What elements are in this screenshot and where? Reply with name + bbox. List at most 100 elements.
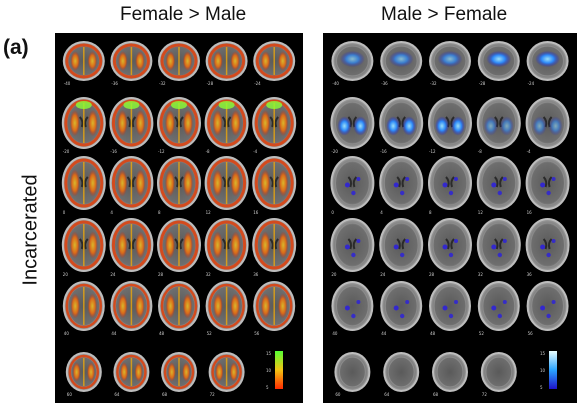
brain-slice — [253, 41, 296, 81]
slice-coordinate-label: -8 — [206, 149, 210, 154]
brain-slice — [204, 97, 249, 149]
slice-coordinate-label: -24 — [528, 81, 535, 86]
slice-coordinate-label: -28 — [479, 81, 486, 86]
slice-coordinate-label: -16 — [110, 149, 117, 154]
brain-slice — [110, 41, 153, 81]
slice-coordinate-label: -12 — [158, 149, 165, 154]
brain-slice — [205, 41, 248, 81]
brain-slice — [65, 352, 102, 392]
brain-slice — [157, 156, 201, 210]
slice-coordinate-label: 68 — [433, 392, 439, 397]
slice-coordinate-label: 64 — [384, 392, 390, 397]
brain-slice — [476, 218, 521, 272]
slice-coordinate-label: 60 — [335, 392, 341, 397]
brain-slice — [61, 156, 106, 210]
slice-coordinate-label: 4 — [110, 210, 113, 215]
slice-coordinate-label: -36 — [111, 81, 118, 86]
brain-slice — [330, 218, 375, 272]
slice-coordinate-label: 8 — [429, 210, 432, 215]
brain-slice — [61, 218, 106, 272]
brain-slice — [205, 281, 248, 331]
slice-coordinate-label: 36 — [527, 272, 533, 277]
slice-coordinate-label: -40 — [332, 81, 339, 86]
row-label-incarcerated: Incarcerated — [19, 174, 42, 286]
slice-coordinate-label: 44 — [381, 331, 387, 336]
slice-coordinate-label: -24 — [254, 81, 261, 86]
slice-coordinate-label: 68 — [162, 392, 168, 397]
brain-slice — [109, 218, 154, 272]
slice-coordinate-label: 64 — [114, 392, 120, 397]
female-gt-male-panel: -40 -36 -32 -28 -24 -20 -16 -12 -8 -4 0 4 8 12 16 20 24 2… — [55, 33, 303, 403]
brain-slice — [62, 281, 105, 331]
brain-slice — [428, 218, 472, 272]
brain-slice — [380, 281, 423, 331]
brain-slice — [157, 97, 201, 149]
brain-slice — [252, 156, 297, 210]
slice-coordinate-label: 20 — [63, 272, 69, 277]
slice-coordinate-label: 32 — [206, 272, 212, 277]
brain-slice — [477, 41, 520, 81]
brain-slice — [428, 156, 472, 210]
slice-coordinate-label: -32 — [159, 81, 166, 86]
brain-slice — [429, 281, 471, 331]
slice-coordinate-label: 48 — [430, 331, 436, 336]
slice-coordinate-label: -4 — [253, 149, 257, 154]
brain-slice — [432, 352, 468, 392]
slice-coordinate-label: 0 — [63, 210, 66, 215]
colorbar-tick-label: 10 — [540, 368, 546, 373]
slice-coordinate-label: 40 — [332, 331, 338, 336]
slice-coordinate-label: -40 — [64, 81, 71, 86]
brain-slice — [331, 281, 374, 331]
brain-slice — [480, 352, 517, 392]
slice-coordinate-label: 32 — [478, 272, 484, 277]
colorbar — [549, 351, 557, 389]
brain-slice — [379, 97, 424, 149]
slice-coordinate-label: 4 — [380, 210, 383, 215]
male-gt-female-title: Male > Female — [381, 4, 508, 25]
brain-slice — [379, 218, 424, 272]
slice-coordinate-label: 12 — [206, 210, 212, 215]
slice-coordinate-label: 8 — [158, 210, 161, 215]
slice-coordinate-label: -36 — [381, 81, 388, 86]
colorbar-tick-label: 5 — [266, 385, 269, 390]
slice-coordinate-label: 52 — [479, 331, 485, 336]
slice-coordinate-label: -8 — [478, 149, 482, 154]
slice-coordinate-label: 20 — [331, 272, 337, 277]
male-gt-female-panel: -40 -36 -32 -28 -24 -20 -16 -12 -8 -4 0 4 8 12 16 20 24 2… — [323, 33, 577, 403]
colorbar-tick-label: 15 — [266, 351, 272, 356]
slice-coordinate-label: 52 — [207, 331, 213, 336]
slice-coordinate-label: -28 — [207, 81, 214, 86]
slice-coordinate-label: -12 — [429, 149, 436, 154]
slice-coordinate-label: 36 — [253, 272, 259, 277]
colorbar-tick-label: 10 — [266, 368, 272, 373]
brain-slice — [157, 218, 201, 272]
brain-slice — [158, 281, 200, 331]
brain-slice — [379, 156, 424, 210]
slice-coordinate-label: 16 — [527, 210, 533, 215]
brain-slice — [380, 41, 423, 81]
slice-coordinate-label: 16 — [253, 210, 259, 215]
slice-coordinate-label: 12 — [478, 210, 484, 215]
slice-coordinate-label: 48 — [159, 331, 165, 336]
brain-slice — [330, 97, 375, 149]
slice-coordinate-label: 28 — [429, 272, 435, 277]
slice-coordinate-label: -16 — [380, 149, 387, 154]
slice-coordinate-label: 28 — [158, 272, 164, 277]
brain-slice — [61, 97, 106, 149]
brain-slice — [208, 352, 245, 392]
slice-coordinate-label: -32 — [430, 81, 437, 86]
brain-slice — [525, 218, 570, 272]
slice-coordinate-label: 24 — [380, 272, 386, 277]
slice-coordinate-label: 60 — [67, 392, 73, 397]
brain-slice — [476, 97, 521, 149]
brain-slice — [428, 97, 472, 149]
female-gt-male-title: Female > Male — [120, 4, 247, 25]
brain-slice — [476, 156, 521, 210]
figure-panel-letter: (a) — [3, 36, 29, 59]
brain-slice — [113, 352, 150, 392]
brain-slice — [161, 352, 197, 392]
slice-coordinate-label: -4 — [527, 149, 531, 154]
brain-slice — [334, 352, 371, 392]
slice-coordinate-label: -20 — [63, 149, 70, 154]
brain-slice — [330, 156, 375, 210]
